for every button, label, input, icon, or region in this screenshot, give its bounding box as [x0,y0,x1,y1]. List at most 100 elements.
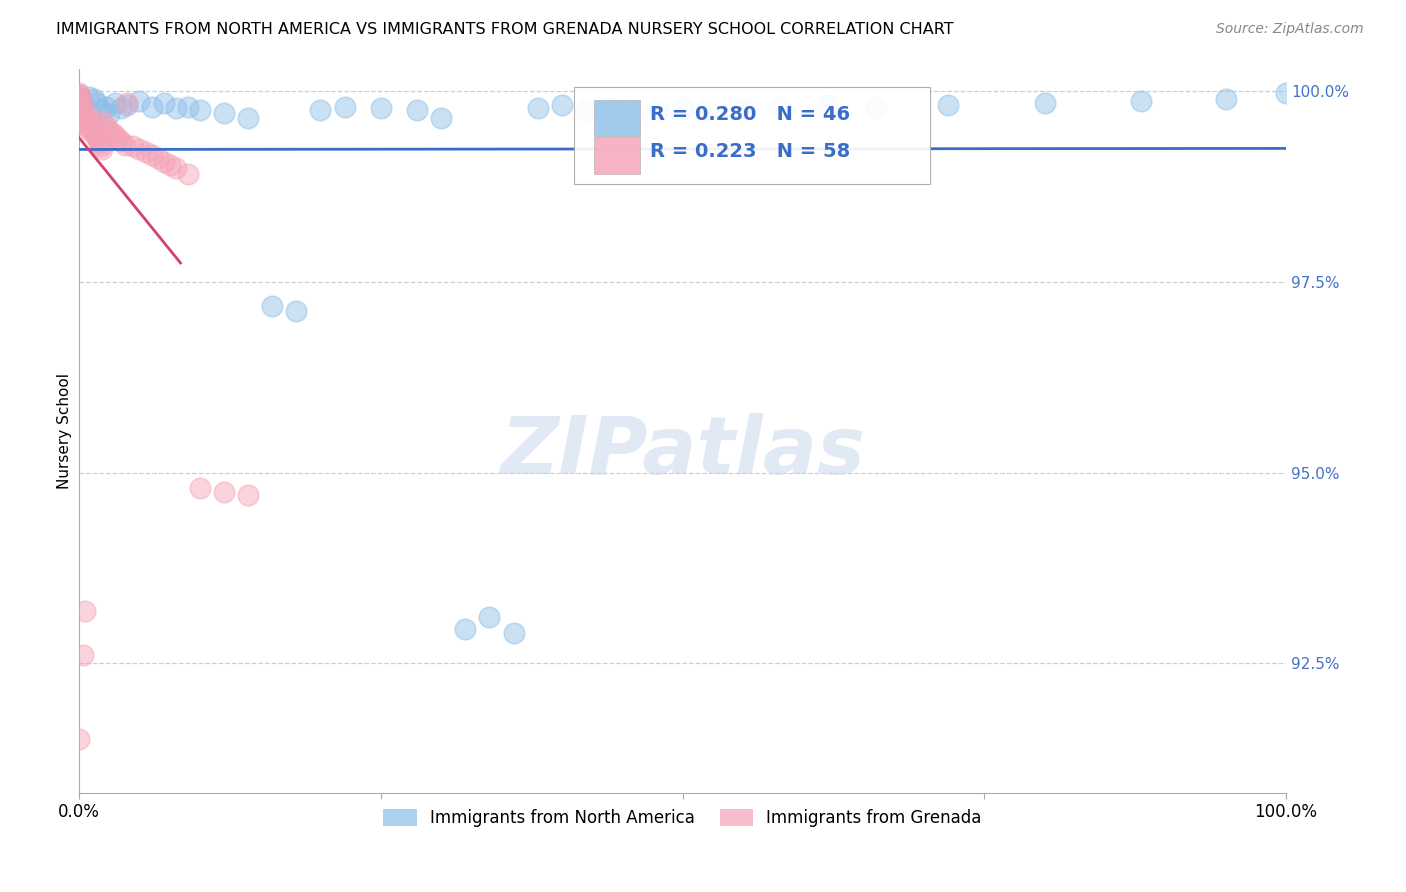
Point [406,103,429,118]
Point [67,105,90,120]
Point [128,94,150,108]
Point [236,111,259,125]
Point [1275,86,1298,100]
Point [141,148,163,162]
Point [309,103,332,118]
Point [370,101,392,115]
Point [75,111,97,125]
Point [94,119,117,133]
Point [430,111,453,125]
Point [86,130,108,145]
Point [87,134,110,148]
Point [236,488,259,502]
Point [110,101,132,115]
Point [165,161,187,175]
Point [696,103,718,118]
Point [84,128,107,143]
Point [70,95,93,110]
Point [67,88,90,103]
Point [67,88,90,103]
Point [117,95,139,110]
Point [67,107,90,121]
Point [262,299,284,313]
Point [647,103,669,118]
Point [91,115,114,129]
Point [117,98,139,112]
Point [212,484,235,499]
Point [67,90,90,104]
Point [1215,92,1237,106]
Point [80,111,103,125]
Point [76,119,98,133]
Point [67,111,90,125]
Point [333,100,356,114]
FancyBboxPatch shape [574,87,929,185]
Point [72,648,94,663]
Point [152,154,174,169]
Point [152,95,174,110]
Point [70,94,93,108]
Point [212,105,235,120]
Point [575,103,598,118]
Point [83,92,105,106]
Point [936,98,959,112]
Point [89,136,111,151]
Point [77,120,100,135]
Point [1033,95,1056,110]
Point [177,100,200,114]
Point [478,610,501,624]
Point [75,115,97,129]
Point [91,142,114,156]
Point [67,86,90,100]
Point [67,109,90,123]
Point [67,113,90,128]
Point [134,145,156,160]
Point [79,124,101,138]
Point [502,625,524,640]
Point [454,622,477,636]
Point [731,101,754,115]
Point [865,101,887,115]
Point [104,95,127,110]
Point [623,105,645,120]
Point [110,134,132,148]
Point [1130,94,1153,108]
Point [67,100,90,114]
Point [122,139,145,153]
Point [86,95,108,110]
Point [83,126,105,140]
Text: R = 0.280   N = 46: R = 0.280 N = 46 [650,104,851,124]
Legend: Immigrants from North America, Immigrants from Grenada: Immigrants from North America, Immigrant… [375,800,990,835]
Point [285,304,308,318]
Point [177,167,200,181]
Point [141,100,163,114]
Text: ZIPatlas: ZIPatlas [501,413,865,491]
Point [101,126,124,140]
Point [90,103,112,118]
Point [551,98,574,112]
Y-axis label: Nursery School: Nursery School [58,373,72,489]
Point [67,94,90,108]
Point [67,95,90,110]
Point [114,137,136,152]
Point [98,124,121,138]
Point [107,131,129,145]
Bar [595,137,640,174]
Point [815,98,838,112]
Text: R = 0.223   N = 58: R = 0.223 N = 58 [650,143,851,161]
Point [188,103,211,118]
Point [671,101,693,115]
Point [82,116,104,130]
Point [104,128,127,143]
Point [599,101,621,115]
Point [70,103,93,118]
Point [768,100,790,114]
Text: Source: ZipAtlas.com: Source: ZipAtlas.com [1216,22,1364,37]
Point [188,481,211,495]
Point [67,732,90,747]
Point [90,139,112,153]
Point [98,107,121,121]
Point [159,157,181,171]
Point [75,604,97,618]
Point [67,101,90,115]
